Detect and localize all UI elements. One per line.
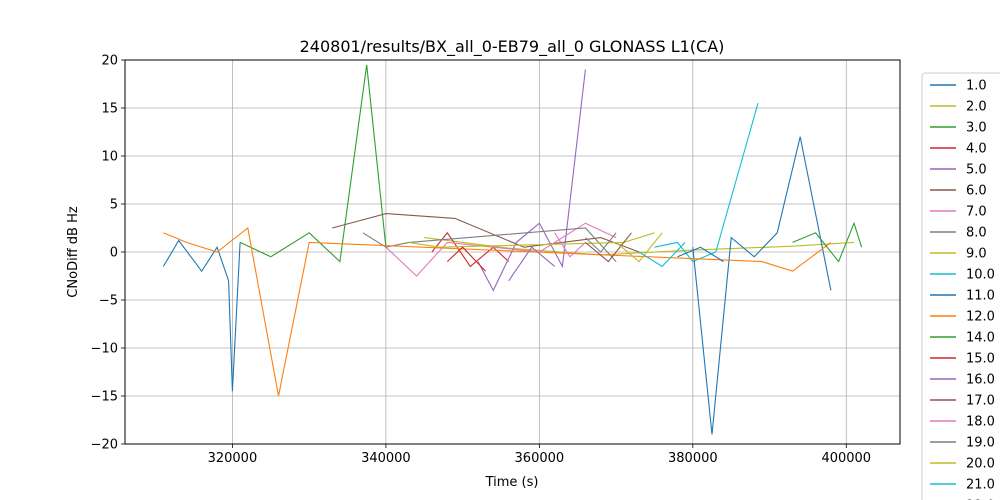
x-tick-label: 360000 (515, 451, 565, 466)
series-layer (162, 64, 863, 435)
y-axis-label: CNoDiff dB Hz (66, 206, 81, 298)
y-tick-label: −20 (91, 438, 118, 453)
series-line-6.0 (332, 213, 640, 253)
legend-label: 16.0 (966, 373, 995, 388)
y-tick-label: 0 (110, 246, 118, 261)
legend-label: 21.0 (966, 478, 995, 493)
series-line-22.0 (677, 246, 724, 263)
x-axis: 320000 340000 360000 380000 400000 (208, 444, 871, 466)
legend-label: 14.0 (966, 331, 995, 346)
x-tick-label: 380000 (668, 451, 718, 466)
y-tick-label: 20 (101, 54, 118, 69)
x-axis-label: Time (s) (485, 475, 539, 490)
legend-label: 18.0 (966, 415, 995, 430)
series-line-12.0 (163, 227, 832, 397)
series-line-17.0 (585, 232, 632, 263)
legend-label: 7.0 (966, 205, 987, 220)
legend-frame (921, 72, 1000, 500)
series-line-19.0 (585, 232, 617, 253)
y-tick-label: −10 (91, 342, 118, 357)
series-line-10.0 (654, 103, 759, 263)
series-line-11.0 (692, 136, 832, 435)
y-tick-label: −15 (91, 390, 118, 405)
legend-label: 1.0 (966, 79, 987, 94)
x-tick-label: 340000 (361, 451, 411, 466)
series-line-7.0 (385, 222, 617, 277)
series-line-21.0 (638, 242, 686, 268)
legend: 1.0 2.0 3.0 4.0 5.0 6.0 7.0 8.0 9.0 10.0 11.0 12.0 1… (921, 72, 1000, 500)
legend-label: 12.0 (966, 310, 995, 325)
series-line-16.0 (508, 246, 556, 282)
x-tick-label: 400000 (821, 451, 871, 466)
legend-label: 9.0 (966, 247, 987, 262)
series-line-9.0 (408, 232, 655, 248)
legend-label: 4.0 (966, 142, 987, 157)
legend-label: 20.0 (966, 457, 995, 472)
legend-label: 15.0 (966, 352, 995, 367)
chart-title: 240801/results/BX_all_0-EB79_all_0 GLONA… (300, 37, 725, 57)
legend-label: 6.0 (966, 184, 987, 199)
legend-label: 3.0 (966, 121, 987, 136)
series-line-20.0 (615, 232, 663, 263)
series-line-14.0 (792, 221, 863, 263)
legend-label: 11.0 (966, 289, 995, 304)
series-line-1.0 (162, 239, 241, 392)
y-tick-label: 5 (110, 198, 118, 213)
legend-label: 5.0 (966, 163, 987, 178)
y-axis: −20 −15 −10 −5 0 5 10 15 20 (91, 54, 125, 453)
series-line-18.0 (554, 232, 586, 258)
y-tick-label: −5 (99, 294, 118, 309)
y-tick-label: 15 (101, 102, 118, 117)
legend-label: 2.0 (966, 100, 987, 115)
series-line-3.0 (239, 64, 387, 263)
legend-label: 22.0 (966, 499, 995, 500)
legend-label: 19.0 (966, 436, 995, 451)
series-line-15.0 (446, 246, 486, 272)
legend-items: 1.0 2.0 3.0 4.0 5.0 6.0 7.0 8.0 9.0 10.0 11.0 12.0 1… (930, 79, 995, 500)
legend-label: 8.0 (966, 226, 987, 241)
legend-label: 17.0 (966, 394, 995, 409)
legend-label: 10.0 (966, 268, 995, 283)
x-tick-label: 320000 (208, 451, 258, 466)
y-tick-label: 10 (101, 150, 118, 165)
